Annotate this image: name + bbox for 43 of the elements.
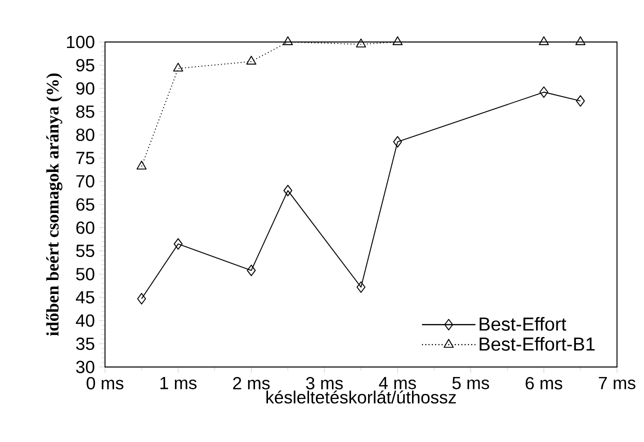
x-tick-label: 4 ms	[378, 376, 416, 390]
x-tick-label: 2 ms	[233, 376, 270, 390]
point	[575, 36, 586, 46]
point	[356, 38, 366, 48]
y-tick-label: 55	[76, 244, 94, 258]
x-tick-label: 3 ms	[306, 376, 343, 390]
point	[392, 36, 403, 46]
y-tick-label: 80	[76, 128, 94, 142]
point	[137, 292, 146, 304]
y-tick-label: 35	[76, 338, 94, 350]
point	[283, 184, 292, 196]
x-tick-label: 1 ms	[160, 376, 197, 390]
point	[576, 95, 585, 107]
x-axis-title: késleltetéskorlát/úthossz	[266, 390, 456, 404]
y-tick-label: 50	[76, 268, 94, 280]
y-tick-label: 85	[76, 105, 94, 118]
y-tick-label: 70	[76, 175, 94, 188]
x-tick-label: 7 ms	[598, 376, 636, 390]
y-tick-label: 90	[76, 82, 94, 95]
y-tick-label: 95	[76, 58, 94, 72]
point	[173, 62, 184, 72]
point	[393, 136, 402, 148]
point	[356, 281, 366, 293]
point	[246, 264, 256, 276]
point	[282, 36, 293, 46]
y-tick-label: 40	[76, 314, 94, 327]
y-tick-label: 65	[76, 198, 94, 211]
point	[539, 86, 548, 98]
y-tick-label: 75	[76, 152, 94, 164]
y-tick-label: 100	[67, 36, 94, 48]
x-tick-label: 5 ms	[452, 376, 490, 390]
x-tick-label: 6 ms	[526, 376, 562, 390]
y-tick-label: 30	[76, 360, 94, 374]
x-tick-label: 0 ms	[86, 376, 124, 390]
y-tick-label: 60	[76, 221, 94, 234]
point	[136, 160, 147, 170]
y-tick-label: 45	[76, 291, 94, 304]
point	[538, 36, 549, 46]
point	[174, 238, 183, 250]
legend-label: Best-Effort-B1	[480, 337, 595, 351]
legend-label: Best-Effort	[480, 316, 566, 331]
point	[246, 56, 256, 65]
y-axis-title: időben beért csomagok aránya (%)	[46, 73, 62, 336]
